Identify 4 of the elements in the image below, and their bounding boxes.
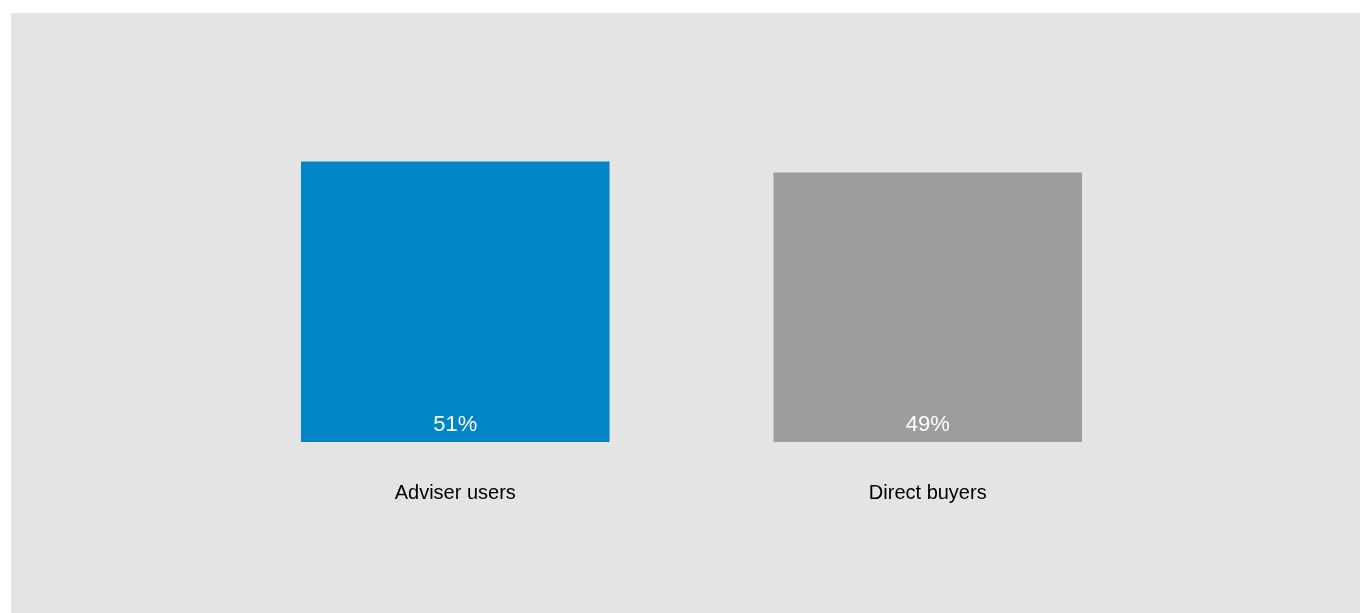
data-label: 51% [433,410,478,436]
x-tick-label: Adviser users [394,481,516,503]
data-label: 49% [905,410,950,436]
x-tick-label: Direct buyers [868,481,987,503]
